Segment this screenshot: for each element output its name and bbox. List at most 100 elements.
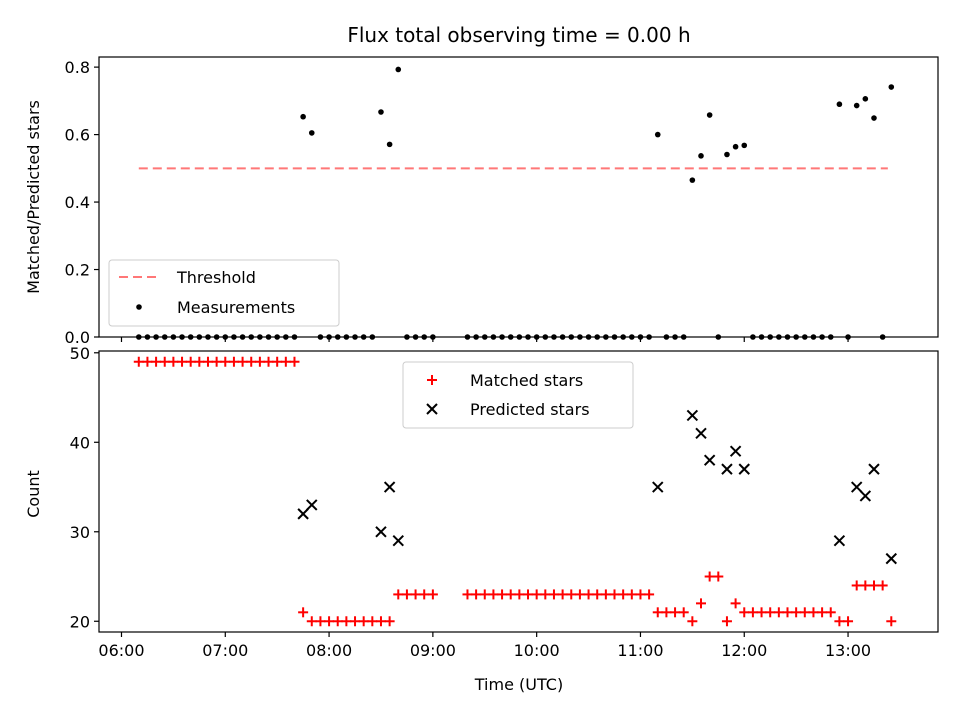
predicted-star-point [392,535,404,547]
bottom-x-axis-label: Time (UTC) [474,675,563,694]
measurement-point [853,102,860,109]
bottom-axes-frame [98,350,939,633]
matched-star-point [306,616,317,627]
measurements-legend-swatch [136,304,142,310]
measurement-point [300,113,306,120]
bottom-legend-box [402,361,634,429]
matched-star-point [609,589,620,600]
matched-star-point [696,598,707,609]
matched-star-point [523,589,534,600]
matched-star-point [151,356,162,367]
top-axes-frame [98,56,939,338]
matched-star-point [298,607,309,618]
bottom-x-tick-label: 06:00 [98,641,144,660]
bottom-y-tick-label: 50 [70,344,90,363]
matched-star-point [592,589,603,600]
matched-star-point [670,607,681,618]
bottom-legend: Matched stars Predicted stars [402,361,634,429]
matched-star-point [626,589,637,600]
matched-star-point [471,589,482,600]
predicted-star-point [703,454,716,466]
matched-star-point [254,356,265,367]
predicted-star-point [297,508,309,520]
matched-star-point [315,616,326,627]
matched-star-point [479,589,490,600]
bottom-x-tick-label: 08:00 [306,641,352,660]
matched-star-point [834,616,845,627]
matched-star-point [739,607,750,618]
matched-star-point [375,616,386,627]
bottom-y-tick-label: 40 [70,433,90,452]
matched-star-point [730,598,741,609]
measurement-point [862,96,869,102]
matched-stars-legend-label: Matched stars [470,371,583,390]
matched-star-point [505,589,516,600]
matched-star-point [280,356,291,367]
matched-star-point [367,616,378,627]
measurement-point [698,153,704,159]
matched-star-point [782,607,793,618]
matched-star-point [263,356,274,367]
measurement-point [732,143,739,150]
matched-star-point [652,607,663,618]
matched-star-point [168,356,179,367]
matched-star-point [177,356,188,367]
predicted-star-point [850,481,863,493]
predicted-star-point [833,535,846,547]
predicted-star-point [721,463,733,475]
matched-star-point [497,589,508,600]
matched-star-point [324,616,335,627]
matched-star-point [410,589,421,600]
matched-star-point [678,607,689,618]
matched-star-point [427,589,438,600]
matched-star-point [843,616,854,627]
matched-star-point [860,580,871,591]
predicted-star-point [652,481,664,493]
matched-star-point [704,571,715,582]
measurement-point [724,151,730,158]
predicted-stars-legend-label: Predicted stars [470,400,590,419]
matched-star-point [618,589,629,600]
measurement-point [689,177,696,183]
matched-star-point [877,580,888,591]
top-y-tick-label: 0.8 [65,58,90,77]
predicted-star-point [695,427,707,440]
matched-star-point [228,356,239,367]
matched-star-point [185,356,196,367]
matched-star-point [600,589,611,600]
bottom-y-axis: 20 30 40 50 [70,344,99,631]
matched-star-point [358,616,369,627]
bottom-y-tick-label: 30 [70,523,90,542]
bottom-y-axis-label: Count [24,470,43,518]
matched-star-point [799,607,810,618]
matched-star-point [202,356,213,367]
predicted-star-point [885,552,897,565]
bottom-y-tick-label: 20 [70,612,90,631]
chart-title: Flux total observing time = 0.00 h [347,23,690,47]
predicted-star-point [868,463,880,475]
measurement-point [888,84,895,90]
top-y-axis-label: Matched/Predicted stars [24,100,43,294]
matched-star-point [384,616,395,627]
top-y-tick-label: 0.4 [65,193,90,212]
predicted-star-point [375,526,387,538]
matched-star-point [557,589,568,600]
matched-star-point [817,607,828,618]
top-y-tick-label: 0.6 [65,126,90,145]
top-legend-box [108,259,340,327]
matched-star-point [272,356,283,367]
matched-star-point [756,607,767,618]
bottom-x-tick-label: 11:00 [617,641,663,660]
bottom-x-tick-label: 13:00 [825,641,871,660]
predicted-star-point [738,463,750,475]
matched-star-point [574,589,585,600]
matched-star-point [635,589,646,600]
measurements-legend-label: Measurements [177,298,295,317]
predicted-star-point [686,409,699,422]
matched-star-point [401,589,412,600]
measurement-point [395,66,402,73]
matched-star-point [211,356,222,367]
matched-star-point [851,580,862,591]
matched-star-point [765,607,776,618]
matched-star-point [194,356,205,367]
